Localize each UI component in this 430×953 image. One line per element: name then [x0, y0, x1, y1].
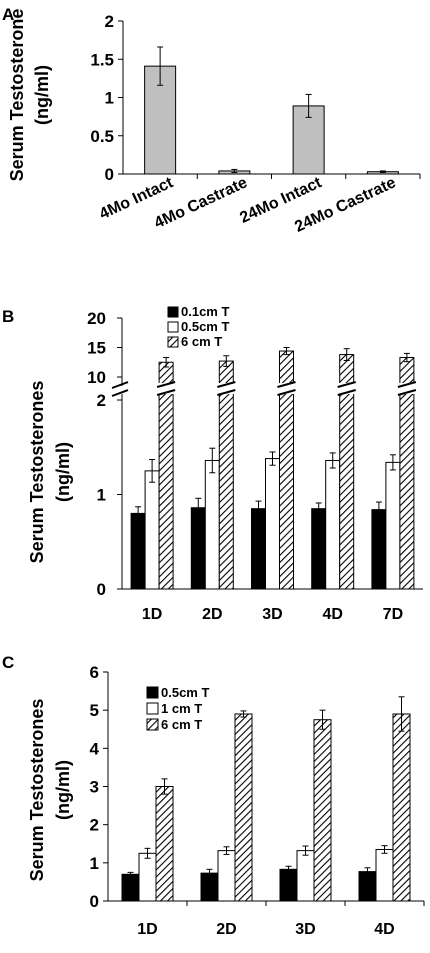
x-category-label: 7D	[383, 606, 403, 623]
y-axis-label: Serum Testosterone	[7, 9, 27, 182]
y-axis-label-unit: (ng/ml)	[53, 760, 73, 820]
y-axis-label-unit: (ng/ml)	[32, 65, 52, 125]
bar	[385, 461, 401, 590]
bar	[251, 508, 266, 590]
x-category-label: 1D	[137, 921, 157, 938]
y-tick-label: 0	[97, 580, 106, 599]
bar	[217, 850, 236, 902]
y-tick-label: 0	[105, 165, 114, 184]
legend-label: 0.1cm T	[181, 304, 229, 319]
bar	[371, 509, 387, 590]
y-tick-label: 3	[90, 778, 99, 797]
bar	[218, 360, 234, 590]
x-category-label: 3D	[262, 606, 282, 623]
panel-label-b: B	[2, 307, 14, 326]
x-category-label: 2D	[216, 921, 236, 938]
bar-break-mark	[156, 389, 176, 396]
bar-break-mark	[156, 381, 176, 388]
y-tick-label: 1	[97, 486, 106, 505]
bar	[190, 507, 206, 590]
legend-label: 0.5cm T	[161, 685, 209, 700]
y-tick-label: 15	[87, 339, 106, 358]
bar	[358, 871, 377, 902]
bar-break-mark	[397, 389, 417, 396]
y-tick-label: 0.5	[90, 127, 114, 146]
bar	[130, 512, 146, 590]
bar	[138, 852, 157, 902]
y-tick-label: 1.5	[90, 50, 114, 69]
bar-break-mark	[337, 381, 356, 388]
bar-break-mark	[337, 389, 356, 396]
bar-break-mark	[217, 389, 236, 396]
legend-label: 1 cm T	[161, 701, 202, 716]
bar-break-gap	[217, 383, 236, 394]
legend-swatch	[167, 306, 179, 318]
bar-break-mark	[277, 389, 296, 396]
bar	[296, 850, 315, 902]
axis-break-mark	[111, 389, 129, 397]
x-category-label: 2D	[202, 606, 222, 623]
legend-label: 0.5cm T	[181, 319, 229, 334]
y-axis-label: Serum Testosterones	[27, 381, 47, 564]
bar	[234, 713, 253, 902]
y-tick-label: 1	[90, 854, 99, 873]
bar	[155, 786, 174, 902]
bar-break-gap	[337, 383, 356, 394]
bar	[311, 508, 327, 590]
bar	[121, 873, 140, 902]
y-axis-label: Serum Testosterones	[27, 699, 47, 882]
bar	[325, 459, 341, 590]
y-tick-label: 4	[90, 739, 100, 758]
y-tick-label: 6	[90, 663, 99, 682]
bar-break-gap	[157, 383, 176, 394]
legend-swatch	[146, 702, 159, 715]
y-tick-label: 0	[90, 892, 99, 911]
bar-break-gap	[277, 383, 296, 394]
x-category-label: 3D	[295, 921, 315, 938]
legend-swatch	[167, 336, 179, 348]
bar	[375, 848, 394, 902]
y-axis-label-unit: (ng/ml)	[53, 442, 73, 502]
bar	[158, 361, 174, 590]
panel-label-a: A	[2, 5, 14, 24]
x-category-label: 4D	[322, 606, 342, 623]
y-tick-label: 20	[87, 309, 106, 328]
y-tick-label: 1	[105, 89, 114, 108]
legend-swatch	[146, 686, 159, 699]
legend-swatch	[146, 718, 159, 731]
chart-panel-b: Serum Testosterones (ng/ml) 0 1 2 10 15 20 1D 2D 3…	[27, 304, 423, 623]
y-tick-label: 2	[90, 816, 99, 835]
bar-break-mark	[217, 381, 236, 388]
bar	[204, 459, 220, 590]
bar-break-gap	[397, 383, 416, 394]
bar-break-mark	[277, 381, 296, 388]
y-tick-label: 2	[97, 391, 106, 410]
x-category-label: 4D	[374, 921, 394, 938]
chart-panel-c: Serum Testosterones (ng/ml) 0 1 2 3 4 5 6 1D 2D 3D 4…	[27, 663, 425, 938]
panel-label-c: C	[2, 653, 14, 672]
legend-label: 6 cm T	[181, 334, 222, 349]
x-category-label: 1D	[142, 606, 162, 623]
y-tick-label: 2	[105, 12, 114, 31]
bar	[313, 719, 332, 902]
bar	[144, 470, 160, 590]
y-tick-label: 5	[90, 701, 99, 720]
bar	[265, 458, 280, 590]
legend-label: 6 cm T	[161, 717, 202, 732]
axis-break-mark	[111, 381, 129, 389]
y-tick-label: 10	[87, 368, 106, 387]
bar-break-mark	[397, 381, 417, 388]
legend-swatch	[167, 321, 179, 333]
bar	[392, 713, 411, 902]
bar	[279, 868, 298, 902]
